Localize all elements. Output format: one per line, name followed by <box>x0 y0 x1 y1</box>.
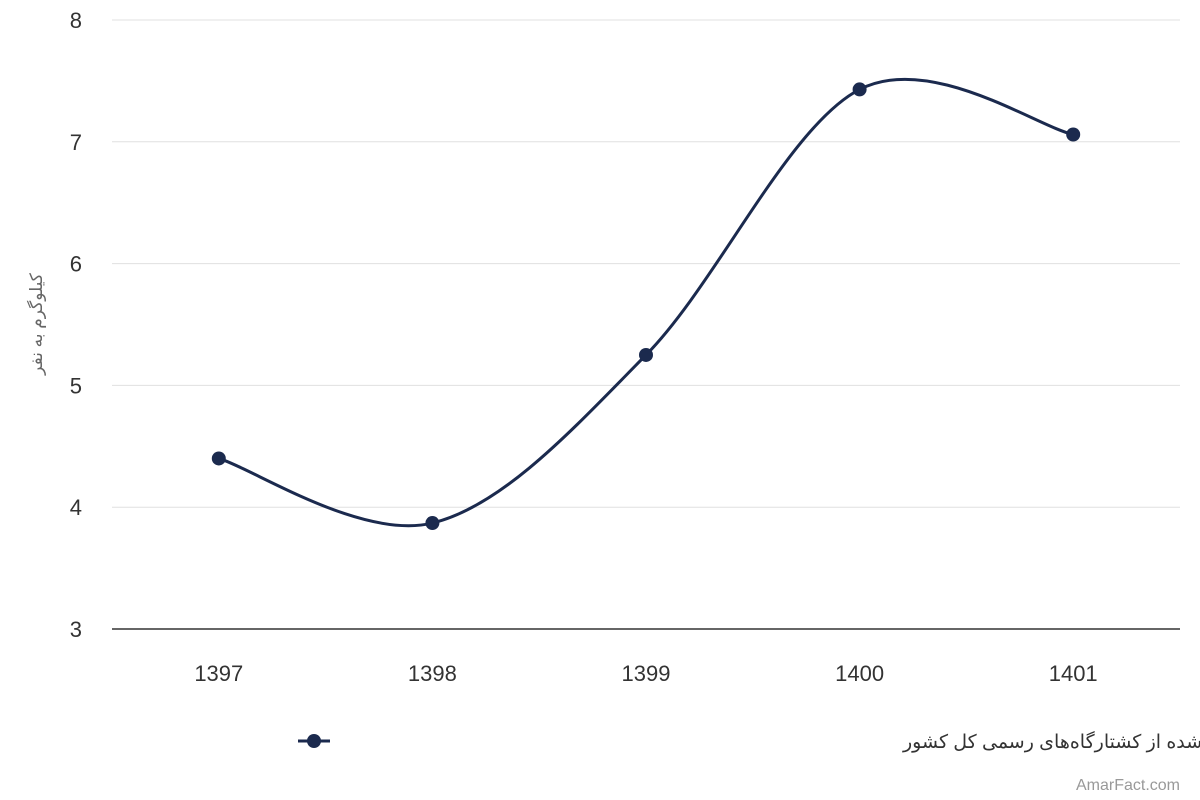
legend[interactable]: سرانه تولید گوشت قرمز تولید شده از کشتار… <box>298 730 1200 753</box>
data-point[interactable] <box>211 451 226 466</box>
x-tick-label: 1397 <box>194 661 243 686</box>
x-tick-label: 1400 <box>835 661 884 686</box>
x-axis-ticks: 1397 1398 1399 1400 1401 <box>194 661 1097 686</box>
legend-marker-icon <box>307 734 321 748</box>
credit-link[interactable]: AmarFact.com <box>1076 777 1180 794</box>
x-tick-label: 1401 <box>1049 661 1098 686</box>
grid-lines <box>112 19 1180 508</box>
series-group <box>211 77 1081 531</box>
y-axis-label: کیلوگرم به نفر <box>26 272 46 376</box>
data-point[interactable] <box>1066 127 1081 142</box>
legend-label: سرانه تولید گوشت قرمز تولید شده از کشتار… <box>902 730 1200 753</box>
y-axis-ticks: 3 4 5 6 7 8 <box>70 8 82 642</box>
y-tick-label: 4 <box>70 495 82 520</box>
data-point[interactable] <box>852 82 867 97</box>
y-tick-label: 5 <box>70 373 82 398</box>
y-tick-label: 3 <box>70 617 82 642</box>
data-point[interactable] <box>639 347 653 362</box>
y-tick-label: 6 <box>70 252 82 277</box>
x-tick-label: 1398 <box>408 661 457 686</box>
y-tick-label: 8 <box>70 8 82 33</box>
y-tick-label: 7 <box>70 130 82 155</box>
data-point[interactable] <box>425 516 440 531</box>
series-line <box>218 77 1074 528</box>
x-tick-label: 1399 <box>622 661 671 686</box>
